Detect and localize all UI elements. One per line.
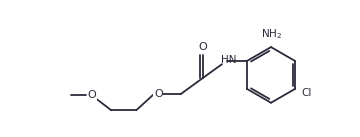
Text: O: O <box>87 90 96 100</box>
Text: O: O <box>198 42 207 52</box>
Text: HN: HN <box>221 55 236 65</box>
Text: O: O <box>154 89 163 99</box>
Text: NH$_2$: NH$_2$ <box>261 27 282 41</box>
Text: Cl: Cl <box>302 88 312 98</box>
